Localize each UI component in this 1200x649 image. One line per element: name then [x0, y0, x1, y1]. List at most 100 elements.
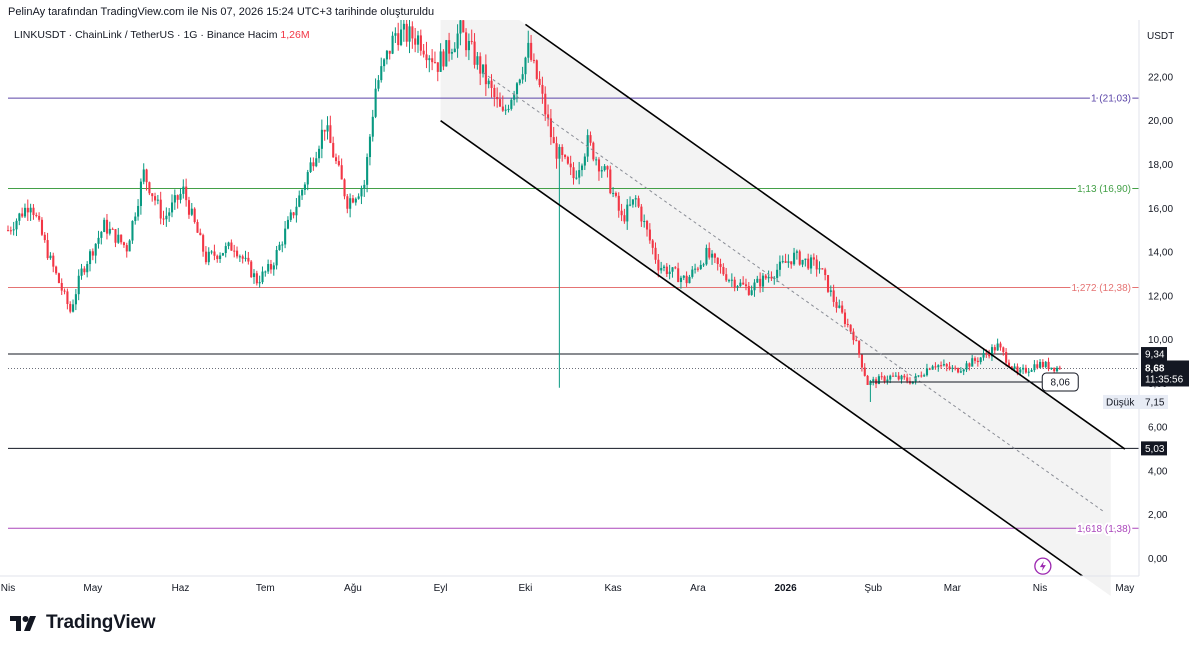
candle-body — [696, 268, 700, 270]
candle-body — [63, 290, 66, 292]
candle-body — [945, 364, 948, 367]
candle-body — [134, 216, 137, 221]
candle-body — [569, 163, 572, 168]
x-month-label: Eyl — [434, 583, 448, 594]
candle-body — [35, 214, 38, 216]
candle-body — [7, 230, 10, 232]
tradingview-logo[interactable]: TradingView — [10, 612, 156, 634]
candle-body — [448, 40, 451, 54]
candle-body — [1019, 369, 1022, 373]
candle-body — [532, 59, 536, 61]
candle-body — [713, 253, 716, 258]
candle-body — [979, 357, 982, 363]
candle-body — [558, 146, 561, 159]
candle-body — [778, 261, 782, 270]
candle-body — [521, 74, 524, 80]
candle-body — [148, 182, 151, 194]
candle-body — [747, 286, 750, 295]
candle-body — [925, 368, 929, 376]
candle-body — [77, 275, 80, 295]
symbol-header[interactable]: LINKUSDT · ChainLink / TetherUS · 1G · B… — [14, 29, 310, 41]
candle-body — [216, 255, 219, 260]
candle-body — [954, 367, 957, 369]
candle-body — [482, 64, 485, 74]
candle-body — [674, 267, 677, 269]
candle-body — [1041, 361, 1044, 367]
candle-body — [801, 259, 804, 265]
x-month-label: Tem — [256, 583, 275, 594]
candle-body — [860, 354, 864, 368]
candle-body — [142, 169, 145, 182]
candle-body — [318, 148, 321, 159]
candle-body — [685, 275, 688, 284]
candle-body — [722, 266, 725, 275]
candle-body — [221, 253, 224, 256]
level-badge-5-03-bg — [1141, 441, 1167, 456]
candle-body — [9, 230, 12, 232]
candle-body — [252, 273, 256, 278]
candle-body — [974, 358, 977, 361]
candle-body — [824, 269, 827, 276]
candle-body — [651, 240, 654, 248]
candle-body — [111, 228, 114, 230]
candle-body — [162, 218, 165, 220]
candle-body — [993, 347, 996, 351]
candle-body — [80, 268, 83, 276]
candle-body — [88, 251, 92, 265]
support-label: 8,06 — [1051, 378, 1071, 389]
candle-body — [679, 277, 683, 283]
candle-body — [965, 363, 968, 370]
candle-body — [219, 255, 222, 260]
candle-body — [578, 170, 581, 178]
candle-body — [103, 219, 106, 232]
candle-body — [397, 33, 400, 46]
candle-body — [527, 42, 530, 58]
x-month-label: Kas — [604, 583, 621, 594]
candle-body — [292, 212, 295, 216]
channel-fill — [440, 20, 1111, 597]
x-month-label: Şub — [864, 583, 882, 594]
candle-body — [507, 108, 510, 110]
candle-body — [100, 231, 103, 238]
candle-body — [269, 264, 273, 270]
candle-body — [959, 371, 962, 373]
volume-value: 1,26M — [280, 29, 310, 41]
candle-body — [725, 274, 728, 281]
candle-body — [637, 198, 640, 207]
x-month-label: May — [83, 583, 102, 594]
candle-body — [753, 282, 756, 291]
candle-body — [1039, 361, 1042, 368]
candle-body — [968, 363, 971, 367]
candle-body — [744, 284, 748, 287]
candle-body — [46, 240, 49, 259]
candle-body — [897, 375, 900, 380]
candle-body — [832, 290, 835, 302]
candle-body — [498, 99, 502, 107]
candle-body — [312, 162, 315, 167]
candle-body — [790, 261, 793, 265]
candle-body — [849, 324, 852, 332]
candle-body — [436, 62, 439, 72]
candle-body — [236, 250, 239, 257]
price-chart[interactable]: 1 (21,03) 1,13 (16,90) 1,272 (12,38) 1,618 … — [0, 20, 1200, 600]
candle-body — [677, 268, 680, 283]
candle-body — [199, 232, 202, 236]
candle-body — [244, 257, 247, 259]
candle-body — [708, 247, 711, 258]
tradingview-brand: TradingView — [46, 612, 156, 633]
candle-body — [207, 251, 210, 263]
candle-body — [923, 375, 926, 377]
candle-body — [156, 199, 159, 201]
candle-body — [227, 242, 230, 247]
candle-body — [298, 195, 301, 207]
candle-body — [173, 195, 176, 203]
chart-area[interactable]: 1 (21,03) 1,13 (16,90) 1,272 (12,38) 1,618 … — [0, 20, 1200, 600]
candle-body — [781, 261, 784, 263]
candle-body — [29, 207, 32, 213]
candle-body — [682, 275, 685, 278]
candle-body — [711, 253, 714, 258]
candle-body — [179, 193, 182, 200]
candle-body — [634, 198, 637, 200]
candle-body — [795, 251, 798, 253]
candle-body — [165, 215, 168, 220]
